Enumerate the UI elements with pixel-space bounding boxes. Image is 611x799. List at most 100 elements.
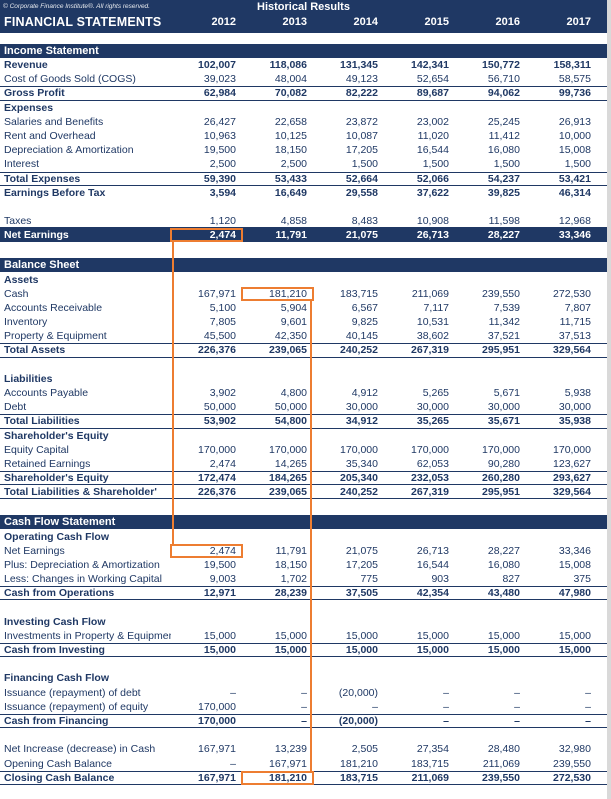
table-row: Taxes 1,120 4,858 8,483 10,908 11,598 12,968: [0, 214, 607, 229]
value-2013: –: [301, 700, 307, 713]
row-label: Net Earnings: [4, 544, 65, 557]
value-2017: 37,513: [558, 330, 591, 343]
value-2014: 21,075: [345, 229, 378, 242]
value-2017: 272,530: [553, 287, 591, 300]
value-2013: 10,125: [274, 130, 307, 143]
value-2013: 239,065: [269, 485, 307, 498]
value-2014: 15,000: [345, 629, 378, 642]
value-2014: 9,825: [351, 316, 378, 329]
value-2013: 184,265: [269, 472, 307, 485]
value-2016: 25,245: [487, 115, 520, 128]
value-2012: 15,000: [203, 644, 236, 657]
value-2013: 239,065: [269, 344, 307, 357]
table-row: Debt 50,000 50,000 30,000 30,000 30,000 30,000: [0, 400, 607, 414]
value-2015: 35,265: [416, 415, 449, 428]
value-2013: 118,086: [269, 59, 307, 72]
value-2016: 28,480: [487, 743, 520, 756]
value-2012: 170,000: [198, 714, 236, 727]
value-2016: 90,280: [487, 457, 520, 470]
value-2015: 30,000: [416, 401, 449, 414]
value-2015: 142,341: [411, 59, 449, 72]
value-2014: 30,000: [345, 401, 378, 414]
value-2016: 827: [502, 573, 520, 586]
value-2016: 15,000: [487, 644, 520, 657]
value-2017: 35,938: [558, 415, 591, 428]
table-row: Expenses: [0, 101, 607, 115]
value-2016: 150,772: [482, 59, 520, 72]
value-2017: 11,715: [559, 316, 591, 329]
value-2016: 5,671: [493, 387, 520, 400]
flow-connector-line: [172, 241, 174, 545]
value-2012: 45,500: [203, 330, 236, 343]
table-row: Cash 167,971 181,210 183,715 211,069 239,550 2…: [0, 286, 607, 301]
value-2016: 54,237: [487, 172, 520, 185]
value-2014: 205,340: [340, 472, 378, 485]
row-label: Interest: [4, 158, 40, 171]
highlighted-value-2012: 2,474: [170, 543, 243, 558]
table-row: Operating Cash Flow: [0, 529, 607, 543]
table-row: Salaries and Benefits 26,427 22,658 23,872 2…: [0, 115, 607, 129]
value-2013: 18,150: [274, 558, 307, 571]
value-2016: 1,500: [493, 158, 520, 171]
year-column-header: 2016: [495, 15, 520, 28]
table-row: Cash from Investing 15,000 15,000 15,000 15,…: [0, 642, 607, 658]
value-2012: 19,500: [203, 558, 236, 571]
value-2012: 3,902: [209, 387, 236, 400]
value-2015: 27,354: [416, 743, 449, 756]
value-2012: –: [230, 686, 236, 699]
value-2014: 49,123: [345, 73, 378, 86]
table-row: Total Liabilities & Shareholder' 226,376 2…: [0, 485, 607, 500]
row-label: Inventory: [4, 316, 48, 329]
value-2012: 226,376: [198, 344, 236, 357]
value-2015: 37,622: [416, 186, 449, 199]
value-2016: 11,342: [488, 316, 520, 329]
value-2012: 226,376: [198, 485, 236, 498]
value-2017: 99,736: [558, 87, 591, 100]
value-2015: 52,654: [416, 73, 449, 86]
row-label: Operating Cash Flow: [4, 530, 110, 543]
row-label: Issuance (repayment) of equity: [4, 700, 149, 713]
value-2012: 26,427: [203, 115, 236, 128]
table-row: Retained Earnings 2,474 14,265 35,340 62,053…: [0, 457, 607, 471]
value-2017: 272,530: [553, 771, 591, 784]
value-2014: 240,252: [340, 344, 378, 357]
row-label: Financing Cash Flow: [4, 672, 110, 685]
value-2016: 56,710: [487, 73, 520, 86]
section-balance-sheet: Balance Sheet Assets Cash 167,971 181,210 183…: [0, 258, 607, 500]
section-income-statement: Income Statement Revenue 102,007 118,086 131…: [0, 44, 607, 243]
row-label: Total Expenses: [4, 172, 81, 185]
value-2015: 26,713: [416, 229, 449, 242]
value-2017: 239,550: [553, 757, 591, 770]
row-label: Equity Capital: [4, 443, 69, 456]
row-label: Property & Equipment: [4, 330, 107, 343]
value-2015: 267,319: [411, 344, 449, 357]
row-label: Closing Cash Balance: [4, 771, 115, 784]
table-row: Earnings Before Tax 3,594 16,649 29,558 37,6…: [0, 186, 607, 200]
value-2013: 11,791: [275, 229, 307, 242]
row-label: Revenue: [4, 59, 48, 72]
header-columns-row: FINANCIAL STATEMENTS 2012 2013 2014 2015 201…: [0, 13, 607, 30]
value-2013: 53,433: [274, 172, 307, 185]
value-2015: 11,020: [417, 130, 449, 143]
table-row: Inventory 7,805 9,601 9,825 10,531 11,342 11,7…: [0, 315, 607, 329]
value-2012: 59,390: [203, 172, 236, 185]
value-2016: 37,521: [487, 330, 520, 343]
flow-connector-line: [310, 299, 312, 772]
row-label: Accounts Payable: [4, 387, 89, 400]
value-2012: 102,007: [198, 59, 236, 72]
value-2012: 3,594: [209, 186, 236, 199]
row-label: Total Liabilities & Shareholder': [4, 485, 157, 498]
value-2013: 170,000: [269, 443, 307, 456]
year-column-header: 2014: [353, 15, 378, 28]
row-label: Issuance (repayment) of debt: [4, 686, 141, 699]
row-label: Rent and Overhead: [4, 130, 96, 143]
value-2012: 1,120: [209, 214, 236, 227]
value-2012: 7,805: [209, 316, 236, 329]
spacer-row: [0, 657, 607, 671]
table-row: Closing Cash Balance 167,971 181,210 183,71…: [0, 770, 607, 785]
value-2017: 170,000: [553, 443, 591, 456]
table-row: Gross Profit 62,984 70,082 82,222 89,687 94,0…: [0, 86, 607, 101]
value-2015: –: [443, 686, 449, 699]
value-2017: 15,008: [558, 144, 591, 157]
value-2014: 170,000: [340, 443, 378, 456]
